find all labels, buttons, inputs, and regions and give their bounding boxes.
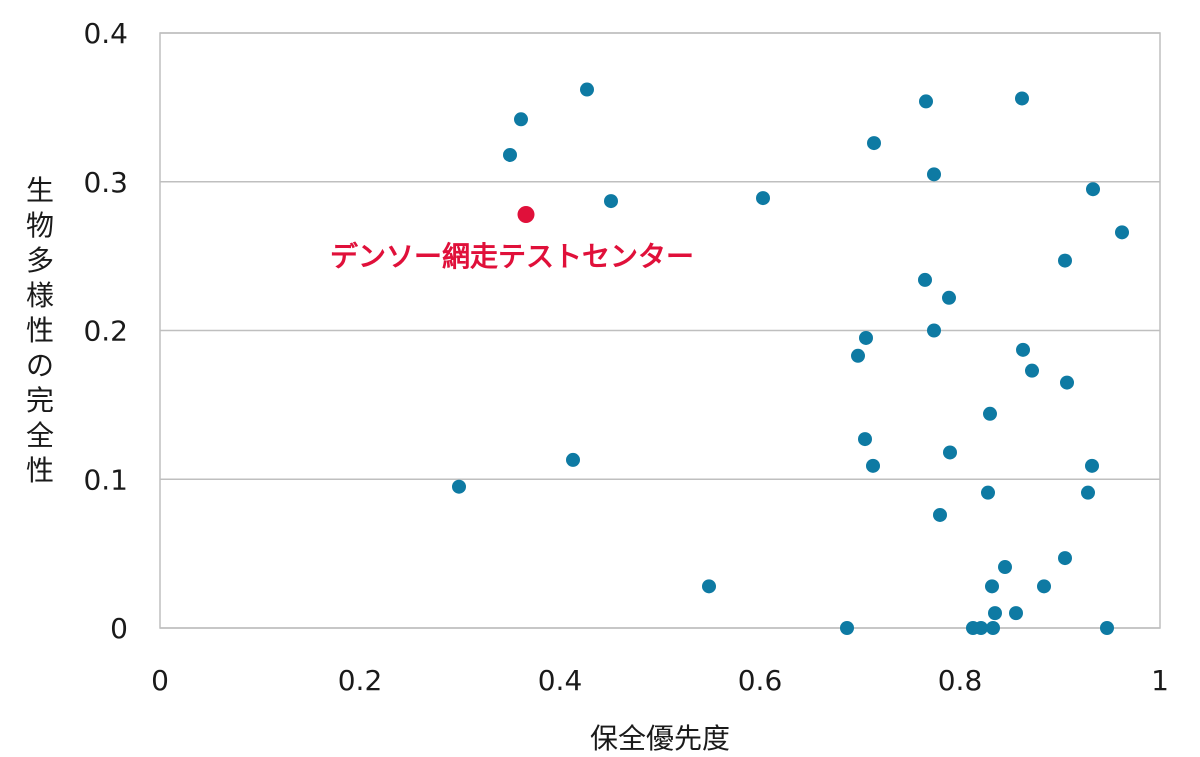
data-point: [851, 348, 865, 363]
plot-frame: [159, 32, 1161, 629]
data-point: [566, 452, 580, 467]
data-points: [452, 82, 1129, 635]
data-point: [985, 579, 999, 594]
data-point: [1058, 253, 1072, 268]
data-point: [514, 112, 528, 127]
x-tick-label: 0.8: [938, 664, 983, 697]
data-point: [919, 94, 933, 109]
x-tick-labels: 0 0.2 0.4 0.6 0.8 1: [151, 664, 1169, 697]
y-tick-label: 0.3: [83, 166, 128, 199]
data-point: [604, 194, 618, 209]
y-axis-title: 生物多様性の完全性: [26, 174, 54, 487]
y-axis-title-char: の: [26, 349, 54, 382]
data-point: [983, 406, 997, 421]
x-tick-label: 0.2: [338, 664, 383, 697]
data-point: [702, 579, 716, 594]
data-point: [866, 458, 880, 473]
data-point: [1081, 485, 1095, 500]
data-point: [1115, 225, 1129, 240]
data-point: [867, 136, 881, 151]
data-point: [1100, 621, 1114, 635]
data-point: [580, 82, 594, 97]
data-point: [1009, 606, 1023, 621]
data-point: [927, 167, 941, 182]
data-point: [942, 290, 956, 305]
data-point: [1058, 551, 1072, 566]
data-point: [933, 507, 947, 522]
data-point: [981, 485, 995, 500]
data-point: [998, 560, 1012, 575]
data-point: [1086, 182, 1100, 197]
y-axis-title-char: 様: [26, 279, 54, 312]
x-axis-title: 保全優先度: [590, 722, 730, 755]
data-point: [927, 323, 941, 338]
y-tick-label: 0.4: [83, 17, 128, 50]
x-tick-label: 0.4: [538, 664, 583, 697]
data-point: [503, 147, 517, 162]
y-tick-label: 0.2: [83, 315, 128, 348]
data-point: [986, 621, 1000, 635]
highlight-point: [517, 205, 535, 223]
x-tick-label: 0.6: [738, 664, 783, 697]
data-point: [840, 621, 854, 635]
data-point: [1016, 342, 1030, 357]
data-point: [974, 621, 988, 635]
data-point: [756, 191, 770, 206]
data-point: [1015, 91, 1029, 106]
y-tick-labels: 0 0.1 0.2 0.3 0.4: [83, 17, 128, 645]
y-axis-title-char: 多: [26, 244, 54, 277]
data-point: [1085, 458, 1099, 473]
y-axis-title-char: 性: [26, 454, 54, 487]
data-point: [859, 330, 873, 345]
y-axis-title-char: 性: [26, 314, 54, 347]
y-tick-label: 0.1: [83, 463, 128, 496]
data-point: [858, 432, 872, 447]
y-axis-title-char: 完: [26, 384, 54, 417]
x-tick-label: 0: [151, 664, 169, 697]
y-axis-title-char: 全: [26, 419, 54, 452]
data-point: [1037, 579, 1051, 594]
y-axis-title-char: 生: [26, 174, 54, 207]
y-tick-label: 0: [110, 612, 128, 645]
y-axis-title-char: 物: [26, 209, 54, 242]
data-point: [1060, 375, 1074, 390]
data-point: [918, 272, 932, 287]
data-point: [452, 479, 466, 494]
data-point: [943, 445, 957, 460]
highlight-label: デンソー網走テストセンター: [330, 240, 694, 273]
gridlines: [160, 32, 1160, 629]
data-point: [988, 606, 1002, 621]
x-tick-label: 1: [1151, 664, 1169, 697]
data-point: [1025, 363, 1039, 378]
